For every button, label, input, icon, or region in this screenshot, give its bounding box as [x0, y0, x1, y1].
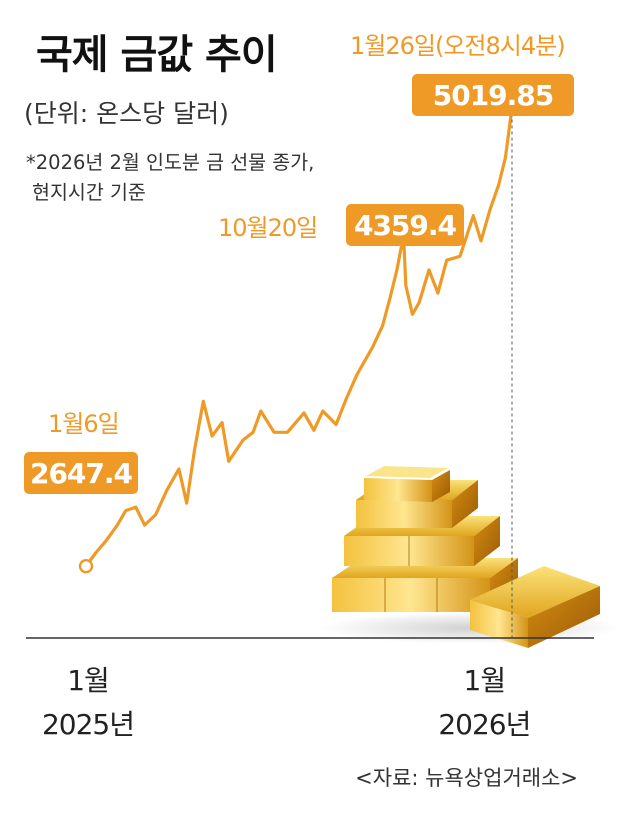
annotation-value-box — [412, 74, 574, 116]
x-tick-label-year: 2026년 — [438, 708, 530, 741]
annotation-value-label: 4359.4 — [354, 209, 457, 242]
source-credit: <자료: 뉴욕상업거래소> — [355, 766, 578, 790]
footnote-line: *2026년 2월 인도분 금 선물 종가, — [26, 151, 315, 174]
annotation-date-label: 1월26일(오전8시4분) — [350, 32, 565, 60]
x-tick-label-month: 1월 — [464, 664, 506, 697]
annotation-value-box — [346, 204, 464, 246]
chart-title: 국제 금값 추이 — [36, 32, 278, 78]
annotation-value-label: 5019.85 — [433, 79, 554, 112]
annotation-date-label: 10월20일 — [218, 214, 317, 242]
annotation-value-label: 2647.4 — [30, 457, 133, 490]
unit-label: (단위: 온스당 달러) — [24, 99, 229, 128]
annotation-marker — [78, 558, 94, 574]
gold-bars-illustration — [320, 466, 620, 648]
footnote: *2026년 2월 인도분 금 선물 종가, 현지시간 기준 — [26, 148, 314, 208]
annotation-date-label: 1월6일 — [48, 410, 119, 438]
footnote-line: 현지시간 기준 — [32, 181, 146, 204]
x-tick-label-month: 1월 — [67, 664, 109, 697]
price-line-chart: 2647.4 1월6일 4359.4 10월20일 5019.85 1월26일(오전8시4… — [24, 32, 620, 741]
x-tick-label-year: 2025년 — [42, 708, 134, 741]
series-line-gold-price — [84, 105, 514, 568]
annotation-value-box — [24, 452, 138, 494]
